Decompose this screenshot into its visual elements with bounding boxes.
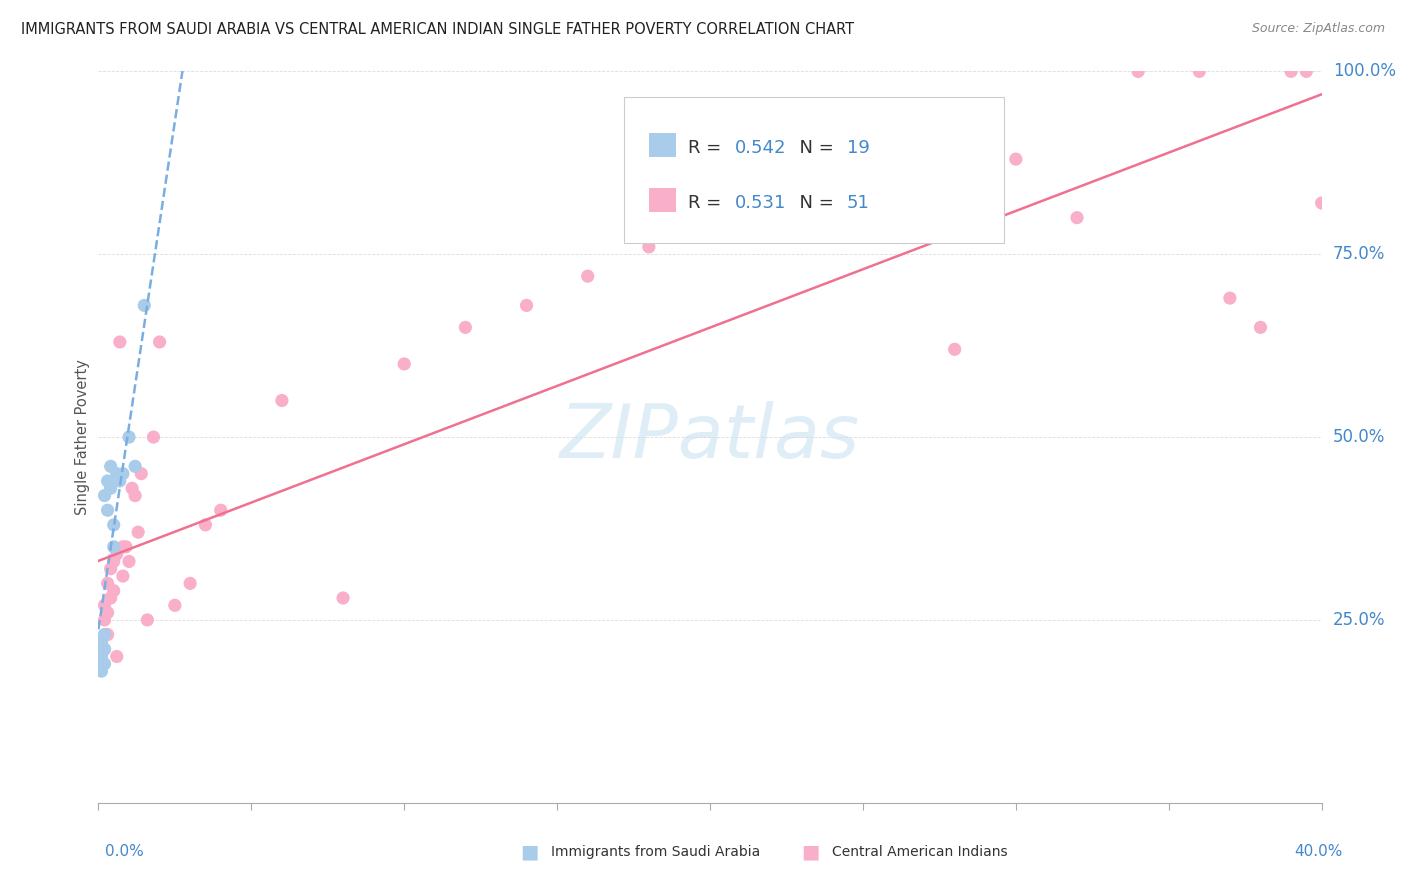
- Point: [90, 649, 112, 664]
- Point: [90, 635, 112, 649]
- Text: Immigrants from Saudi Arabia: Immigrants from Saudi Arabia: [551, 845, 761, 859]
- Point: [149, 334, 172, 349]
- Point: [100, 562, 122, 576]
- Point: [105, 467, 128, 481]
- Text: Source: ZipAtlas.com: Source: ZipAtlas.com: [1251, 22, 1385, 36]
- Point: [97, 627, 120, 641]
- Bar: [648, 187, 676, 211]
- Point: [124, 489, 146, 503]
- Point: [943, 343, 966, 357]
- Point: [100, 459, 122, 474]
- Text: 75.0%: 75.0%: [1333, 245, 1385, 263]
- Point: [1310, 196, 1333, 211]
- Point: [637, 240, 661, 254]
- Point: [516, 298, 538, 312]
- Text: ■: ■: [520, 842, 538, 862]
- Point: [90, 635, 112, 649]
- Point: [121, 481, 143, 495]
- Text: R =: R =: [688, 194, 727, 212]
- Point: [93, 599, 115, 613]
- Point: [194, 517, 217, 532]
- Point: [136, 613, 159, 627]
- Point: [1066, 211, 1088, 225]
- Point: [124, 459, 146, 474]
- Text: 19: 19: [846, 139, 870, 157]
- Point: [576, 269, 599, 284]
- Text: N =: N =: [789, 194, 839, 212]
- Point: [115, 540, 138, 554]
- Point: [454, 320, 477, 334]
- Text: 0.542: 0.542: [734, 139, 786, 157]
- Point: [103, 517, 125, 532]
- Point: [105, 649, 128, 664]
- Point: [111, 540, 134, 554]
- Point: [209, 503, 232, 517]
- Text: N =: N =: [789, 139, 839, 157]
- Text: 0.0%: 0.0%: [105, 845, 145, 859]
- Point: [93, 613, 115, 627]
- Point: [90, 664, 112, 678]
- Point: [93, 627, 115, 641]
- Point: [118, 554, 141, 568]
- Text: 100.0%: 100.0%: [1333, 62, 1396, 80]
- Text: 51: 51: [846, 194, 870, 212]
- Point: [1219, 291, 1241, 305]
- Point: [1128, 64, 1150, 78]
- Point: [97, 606, 120, 620]
- Point: [179, 576, 201, 591]
- Text: R =: R =: [688, 139, 727, 157]
- Point: [852, 160, 875, 174]
- Point: [103, 583, 125, 598]
- Point: [93, 657, 115, 671]
- Text: ■: ■: [801, 842, 820, 862]
- Point: [163, 599, 186, 613]
- Point: [97, 474, 120, 488]
- Text: Central American Indians: Central American Indians: [832, 845, 1008, 859]
- Y-axis label: Single Father Poverty: Single Father Poverty: [75, 359, 90, 515]
- Point: [699, 196, 721, 211]
- Point: [1279, 64, 1302, 78]
- Point: [127, 525, 149, 540]
- Point: [105, 547, 128, 561]
- Point: [142, 430, 165, 444]
- Point: [1004, 152, 1026, 166]
- Point: [1188, 64, 1211, 78]
- Point: [332, 591, 354, 605]
- Point: [103, 554, 125, 568]
- Text: 40.0%: 40.0%: [1295, 845, 1343, 859]
- Point: [93, 642, 115, 657]
- Point: [93, 489, 115, 503]
- Point: [134, 298, 156, 312]
- FancyBboxPatch shape: [624, 97, 1004, 244]
- Point: [111, 569, 134, 583]
- Point: [108, 474, 131, 488]
- Point: [1249, 320, 1271, 334]
- Point: [1295, 64, 1317, 78]
- Point: [103, 540, 125, 554]
- Point: [118, 430, 141, 444]
- Bar: [648, 133, 676, 157]
- Point: [111, 467, 134, 481]
- Point: [97, 503, 120, 517]
- Point: [90, 649, 112, 664]
- Point: [93, 642, 115, 657]
- Point: [759, 225, 782, 239]
- Point: [270, 393, 292, 408]
- Point: [108, 334, 131, 349]
- Point: [129, 467, 152, 481]
- Point: [100, 591, 122, 605]
- Point: [392, 357, 416, 371]
- Text: 50.0%: 50.0%: [1333, 428, 1385, 446]
- Point: [100, 481, 122, 495]
- Text: 25.0%: 25.0%: [1333, 611, 1385, 629]
- Text: IMMIGRANTS FROM SAUDI ARABIA VS CENTRAL AMERICAN INDIAN SINGLE FATHER POVERTY CO: IMMIGRANTS FROM SAUDI ARABIA VS CENTRAL …: [21, 22, 855, 37]
- Text: ZIPatlas: ZIPatlas: [560, 401, 860, 473]
- Text: 0.531: 0.531: [734, 194, 786, 212]
- Point: [90, 657, 112, 671]
- Point: [97, 576, 120, 591]
